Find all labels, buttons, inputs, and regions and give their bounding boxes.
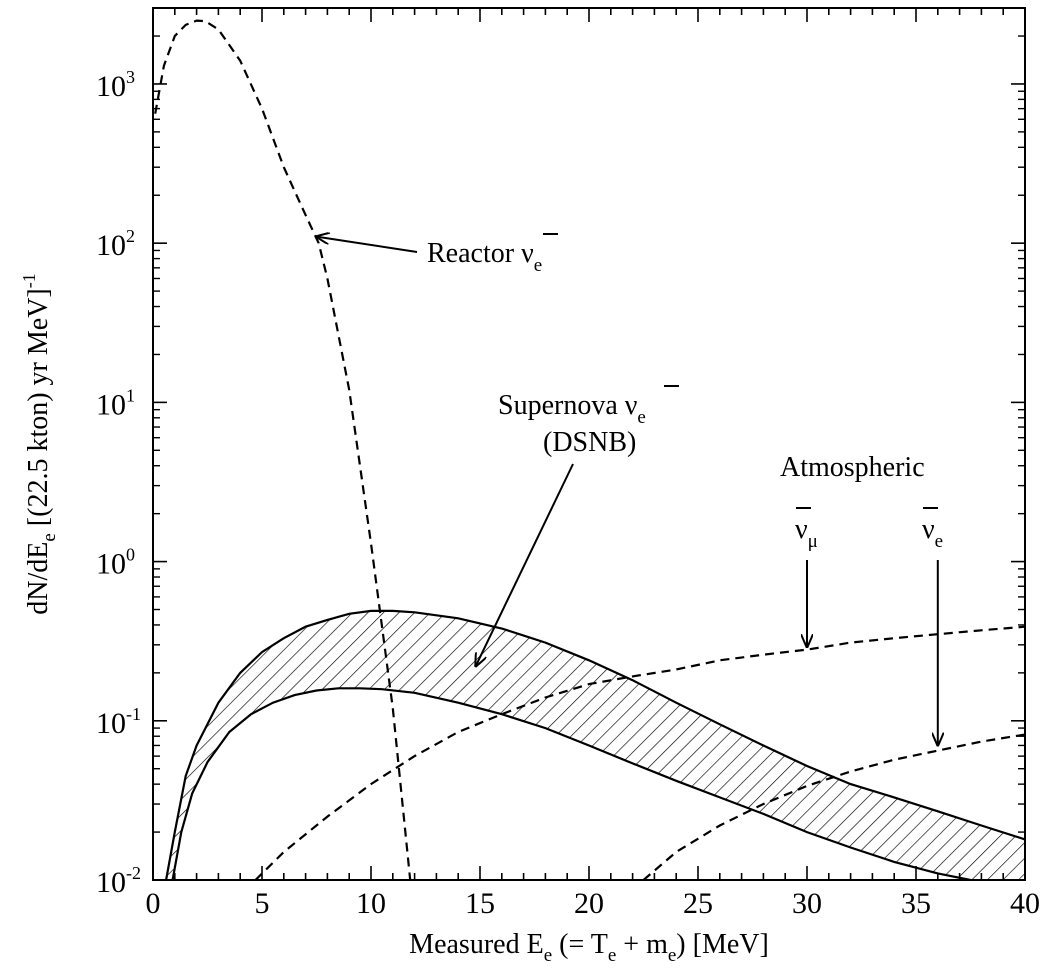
x-tick-label: 5 [255,887,270,920]
annotation-atmospheric: Atmospheric νμ νe [780,452,943,552]
x-axis-label: Measured Ee (= Te + me) [MeV] [409,929,769,966]
series-atm-nu-e [642,733,1025,880]
x-tick-label: 25 [683,887,713,920]
x-tick-label: 20 [574,887,604,920]
y-tick-label: 102 [96,226,135,262]
dsnb-band [166,610,1025,880]
x-tick-label: 0 [146,887,161,920]
series-reactor [154,19,412,880]
svg-text:νμ: νμ [795,514,818,552]
dsnb-band-fill [166,610,1025,880]
annotation-supernova-text: Supernova ν [498,390,637,421]
x-tick-label: 10 [356,887,386,920]
y-tick-label: 10-2 [96,863,141,899]
annotation-supernova: Supernova νe (DSNB) [498,385,679,458]
arrow-dsnb [476,463,574,666]
tick-label-layer: 0 5 10 15 20 25 30 35 40 10-2 10-1 100 101 102 103 [96,67,1040,920]
x-tick-label: 15 [465,887,495,920]
y-tick-label: 101 [96,385,135,421]
y-tick-label: 100 [96,545,135,581]
series-atm-nu-mu [254,625,1025,880]
svg-text:νe: νe [922,514,943,552]
annotation-atmospheric-text: Atmospheric [780,452,925,483]
svg-text:Supernova νe: Supernova νe [498,390,646,428]
annotation-reactor: Reactor νe [427,233,558,276]
annotation-nu-e: ν [922,514,935,545]
series-dsnb-lower [171,687,971,880]
series-dsnb-upper [165,609,1025,880]
tick-layer [152,7,1026,881]
series-layer [154,19,1025,880]
x-tick-label: 30 [792,887,822,920]
svg-text:Reactor νe: Reactor νe [427,238,542,276]
arrow-layer [317,237,938,746]
y-tick-label: 103 [96,67,135,103]
arrow-reactor [317,237,418,253]
y-tick-label: 10-1 [96,704,141,740]
annotation-nu-mu: ν [795,514,808,545]
annotation-reactor-text: Reactor ν [427,238,534,269]
x-tick-label: 40 [1010,887,1040,920]
x-tick-label: 35 [901,887,931,920]
y-axis-label: dN/dEe [(22.5 kton) yr MeV]-1 [19,273,60,615]
annotation-dsnb: (DSNB) [543,427,636,458]
